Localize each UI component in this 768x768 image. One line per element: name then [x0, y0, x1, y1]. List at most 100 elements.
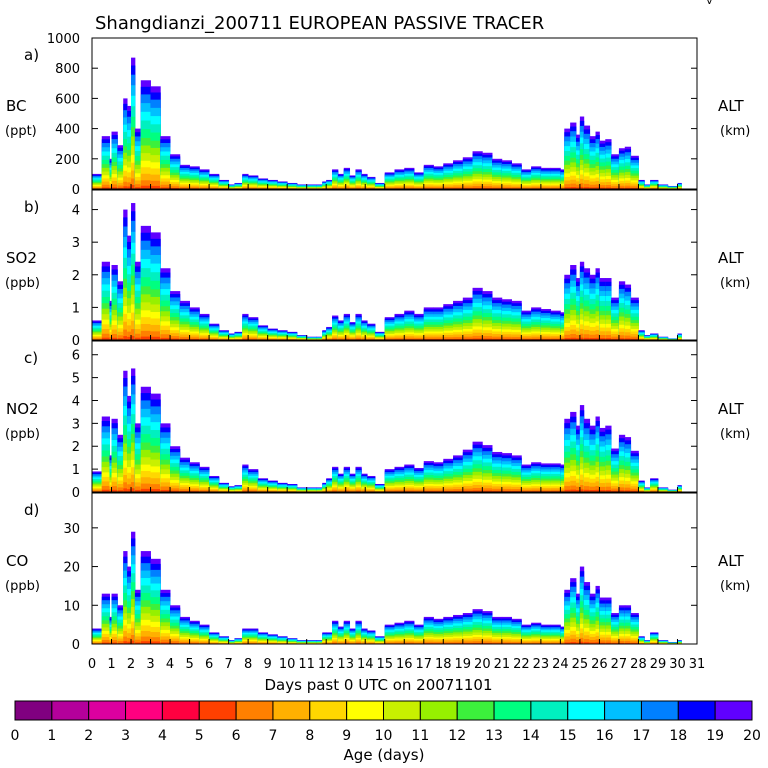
y-tick-label: 200	[55, 153, 80, 168]
column-no2	[287, 483, 298, 492]
age-band	[630, 490, 639, 492]
age-band	[414, 187, 425, 189]
column-co	[234, 638, 243, 644]
age-band	[117, 490, 124, 492]
column-bc	[540, 167, 552, 189]
column-bc	[384, 172, 395, 189]
age-band	[242, 489, 249, 492]
column-so2	[677, 333, 682, 340]
age-band	[579, 333, 585, 340]
age-band	[404, 489, 415, 492]
age-band	[570, 489, 577, 492]
age-band	[564, 338, 571, 340]
column-co	[134, 589, 142, 644]
column-so2	[583, 268, 591, 340]
column-no2	[367, 475, 376, 492]
column-co	[111, 593, 118, 644]
y-tick-label: 0	[72, 486, 80, 501]
age-band	[332, 338, 339, 340]
age-band	[101, 184, 110, 189]
column-co	[242, 628, 249, 644]
age-band	[624, 335, 632, 340]
age-band	[472, 642, 483, 644]
column-so2	[531, 307, 542, 340]
column-bc	[140, 80, 151, 189]
column-so2	[267, 328, 278, 340]
column-co	[531, 622, 542, 644]
column-bc	[234, 182, 243, 189]
column-bc	[332, 169, 339, 189]
age-band	[605, 338, 612, 340]
age-band	[472, 487, 483, 492]
column-bc	[349, 175, 356, 189]
age-band	[140, 185, 151, 189]
age-band	[521, 489, 532, 492]
column-no2	[109, 455, 112, 492]
column-bc	[650, 179, 659, 189]
age-band	[570, 642, 577, 644]
column-no2	[677, 485, 682, 492]
age-band	[179, 187, 190, 189]
age-band	[343, 187, 351, 189]
column-so2	[322, 330, 327, 340]
age-band	[564, 184, 571, 189]
age-band	[394, 642, 405, 644]
age-band	[123, 181, 128, 189]
age-band	[443, 641, 454, 644]
age-band	[453, 489, 464, 492]
age-band	[583, 642, 591, 644]
y-tick-label: 600	[55, 92, 80, 107]
column-bc	[492, 158, 503, 189]
column-no2	[482, 445, 493, 492]
age-band	[564, 187, 571, 189]
age-band	[92, 338, 103, 340]
column-no2	[337, 473, 345, 492]
age-band	[242, 642, 249, 644]
age-band	[599, 642, 606, 644]
age-band	[199, 642, 210, 644]
age-band	[501, 186, 512, 189]
column-bc	[170, 154, 181, 189]
age-band	[189, 187, 200, 189]
age-band	[343, 642, 351, 644]
column-co	[257, 632, 269, 644]
column-so2	[492, 297, 503, 340]
age-band	[599, 486, 606, 492]
column-co	[650, 632, 659, 644]
age-band	[170, 186, 181, 189]
column-so2	[550, 310, 561, 340]
column-so2	[160, 268, 171, 340]
age-band	[131, 178, 136, 189]
column-no2	[638, 480, 645, 492]
column-bc	[443, 163, 454, 189]
age-band	[326, 338, 333, 340]
age-band	[492, 490, 503, 492]
right-axis-unit: (km)	[720, 124, 750, 139]
column-so2	[404, 310, 415, 340]
age-band	[248, 338, 259, 340]
age-band	[134, 184, 142, 189]
age-band	[109, 338, 112, 340]
age-band	[583, 337, 591, 340]
column-bc	[472, 151, 483, 189]
age-band	[355, 489, 362, 492]
column-co	[287, 638, 298, 644]
age-band	[511, 338, 522, 340]
age-band	[209, 338, 220, 340]
age-band	[501, 338, 512, 340]
age-band	[453, 641, 464, 644]
age-band	[209, 187, 220, 189]
column-co	[423, 616, 434, 644]
y-tick-label: 1	[72, 301, 80, 316]
column-no2	[349, 473, 356, 492]
age-band	[472, 185, 483, 189]
column-no2	[394, 466, 405, 492]
column-co	[117, 605, 124, 644]
column-no2	[657, 487, 669, 492]
column-co	[123, 551, 128, 644]
panel-frame	[91, 189, 698, 341]
age-band	[521, 337, 532, 340]
column-so2	[306, 336, 317, 340]
age-band	[599, 338, 606, 340]
